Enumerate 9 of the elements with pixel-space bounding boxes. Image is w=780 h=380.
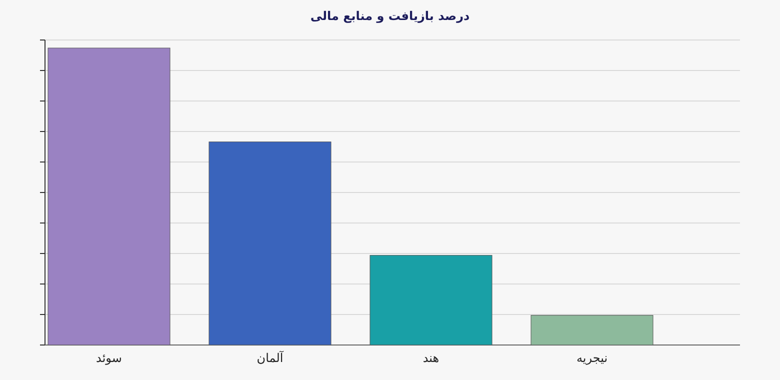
bar bbox=[48, 48, 170, 346]
chart-title: درصد بازیافت و منابع مالی bbox=[310, 9, 470, 23]
x-tick-label: نیجریه bbox=[576, 351, 608, 365]
bar bbox=[370, 255, 492, 346]
x-tick-label: سوئد bbox=[96, 351, 122, 365]
x-tick-label: آلمان bbox=[256, 350, 284, 365]
bar bbox=[208, 142, 332, 346]
bar bbox=[530, 315, 654, 346]
x-tick-label: هند bbox=[422, 351, 440, 365]
